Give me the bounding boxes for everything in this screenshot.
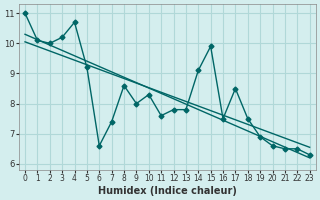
X-axis label: Humidex (Indice chaleur): Humidex (Indice chaleur) xyxy=(98,186,237,196)
